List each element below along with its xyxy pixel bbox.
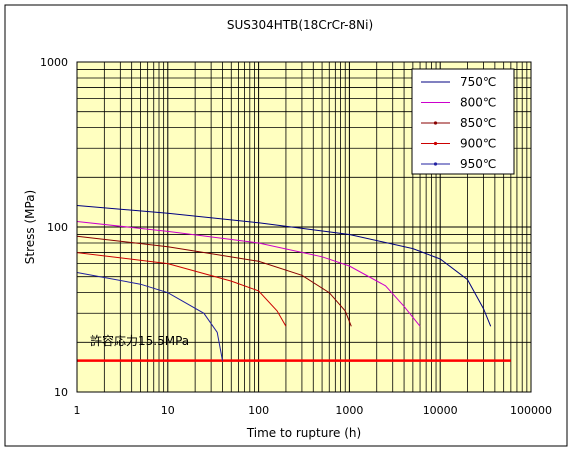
x-tick-label: 1 bbox=[74, 404, 81, 417]
y-tick-labels: 10 100 1000 bbox=[40, 56, 68, 399]
legend-box bbox=[411, 68, 515, 175]
x-tick-label: 10000 bbox=[423, 404, 458, 417]
series-line-3 bbox=[76, 235, 352, 327]
series-line-1 bbox=[76, 205, 492, 327]
legend-label: 750℃ bbox=[460, 75, 496, 89]
y-tick-label: 10 bbox=[54, 386, 68, 399]
legend-label: 950℃ bbox=[460, 157, 496, 171]
y-tick-label: 1000 bbox=[40, 56, 68, 69]
legend-marker bbox=[433, 121, 438, 125]
legend-label: 900℃ bbox=[460, 137, 496, 151]
x-tick-label: 10 bbox=[161, 404, 175, 417]
x-axis-label: Time to rupture (h) bbox=[246, 426, 361, 440]
series-line-2 bbox=[76, 221, 421, 327]
legend-marker bbox=[433, 141, 438, 146]
x-tick-labels: 1 10 100 1000 10000 100000 bbox=[74, 404, 553, 417]
plot-border bbox=[76, 61, 532, 393]
legend-label: 850℃ bbox=[460, 116, 496, 130]
x-tick-label: 100000 bbox=[510, 404, 552, 417]
series-group bbox=[76, 205, 492, 361]
y-tick-label: 100 bbox=[47, 221, 68, 234]
reference-line-label: 許容応力15.5MPa bbox=[90, 333, 189, 348]
legend: 750℃ 800℃ 850℃ 900℃ 950℃ bbox=[411, 68, 515, 175]
x-tick-label: 100 bbox=[248, 404, 269, 417]
legend-marker bbox=[433, 162, 438, 166]
chart-title: SUS304HTB(18CrCr-8Ni) bbox=[227, 18, 373, 32]
x-tick-label: 1000 bbox=[335, 404, 363, 417]
legend-label: 800℃ bbox=[460, 96, 496, 110]
y-axis-label: Stress (MPa) bbox=[23, 190, 37, 264]
series-line-4 bbox=[76, 252, 287, 327]
series-line-5 bbox=[76, 272, 223, 361]
